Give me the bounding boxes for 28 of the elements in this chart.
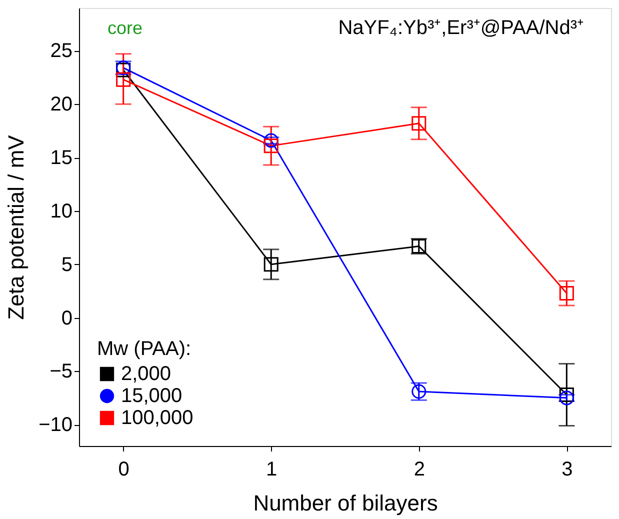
y-tick-label: 15 [50, 147, 72, 170]
x-axis-title: Number of bilayers [253, 490, 438, 516]
x-tick-label: 0 [118, 458, 130, 480]
point [264, 133, 278, 148]
point [559, 387, 574, 402]
y-tick-label: 0 [61, 307, 72, 330]
legend-label: 15,000 [121, 385, 182, 407]
point [559, 286, 574, 301]
point [264, 138, 278, 154]
y-tick-label: −10 [38, 414, 72, 436]
x-tick-label: 1 [266, 458, 278, 480]
point [412, 116, 426, 131]
point [116, 72, 131, 87]
x-tick-label: 3 [562, 458, 573, 480]
point [559, 390, 574, 406]
annotation: NaYF₄:Yb³⁺,Er³⁺@PAA/Nd³⁺ [338, 17, 584, 39]
y-tick-label: 10 [50, 200, 72, 222]
annotation: core [107, 18, 143, 38]
point [264, 257, 278, 272]
y-tick-label: 20 [50, 94, 72, 116]
legend-label: 2,000 [121, 363, 172, 385]
legend-title: Mw (PAA): [97, 338, 192, 360]
x-tick-label: 2 [414, 458, 425, 480]
y-tick-label: 25 [50, 40, 72, 62]
y-axis-title: Zeta potential / mV [4, 134, 29, 320]
y-tick-label: 5 [61, 254, 72, 276]
y-tick-label: −5 [50, 360, 72, 383]
legend-label: 100,000 [121, 407, 194, 429]
